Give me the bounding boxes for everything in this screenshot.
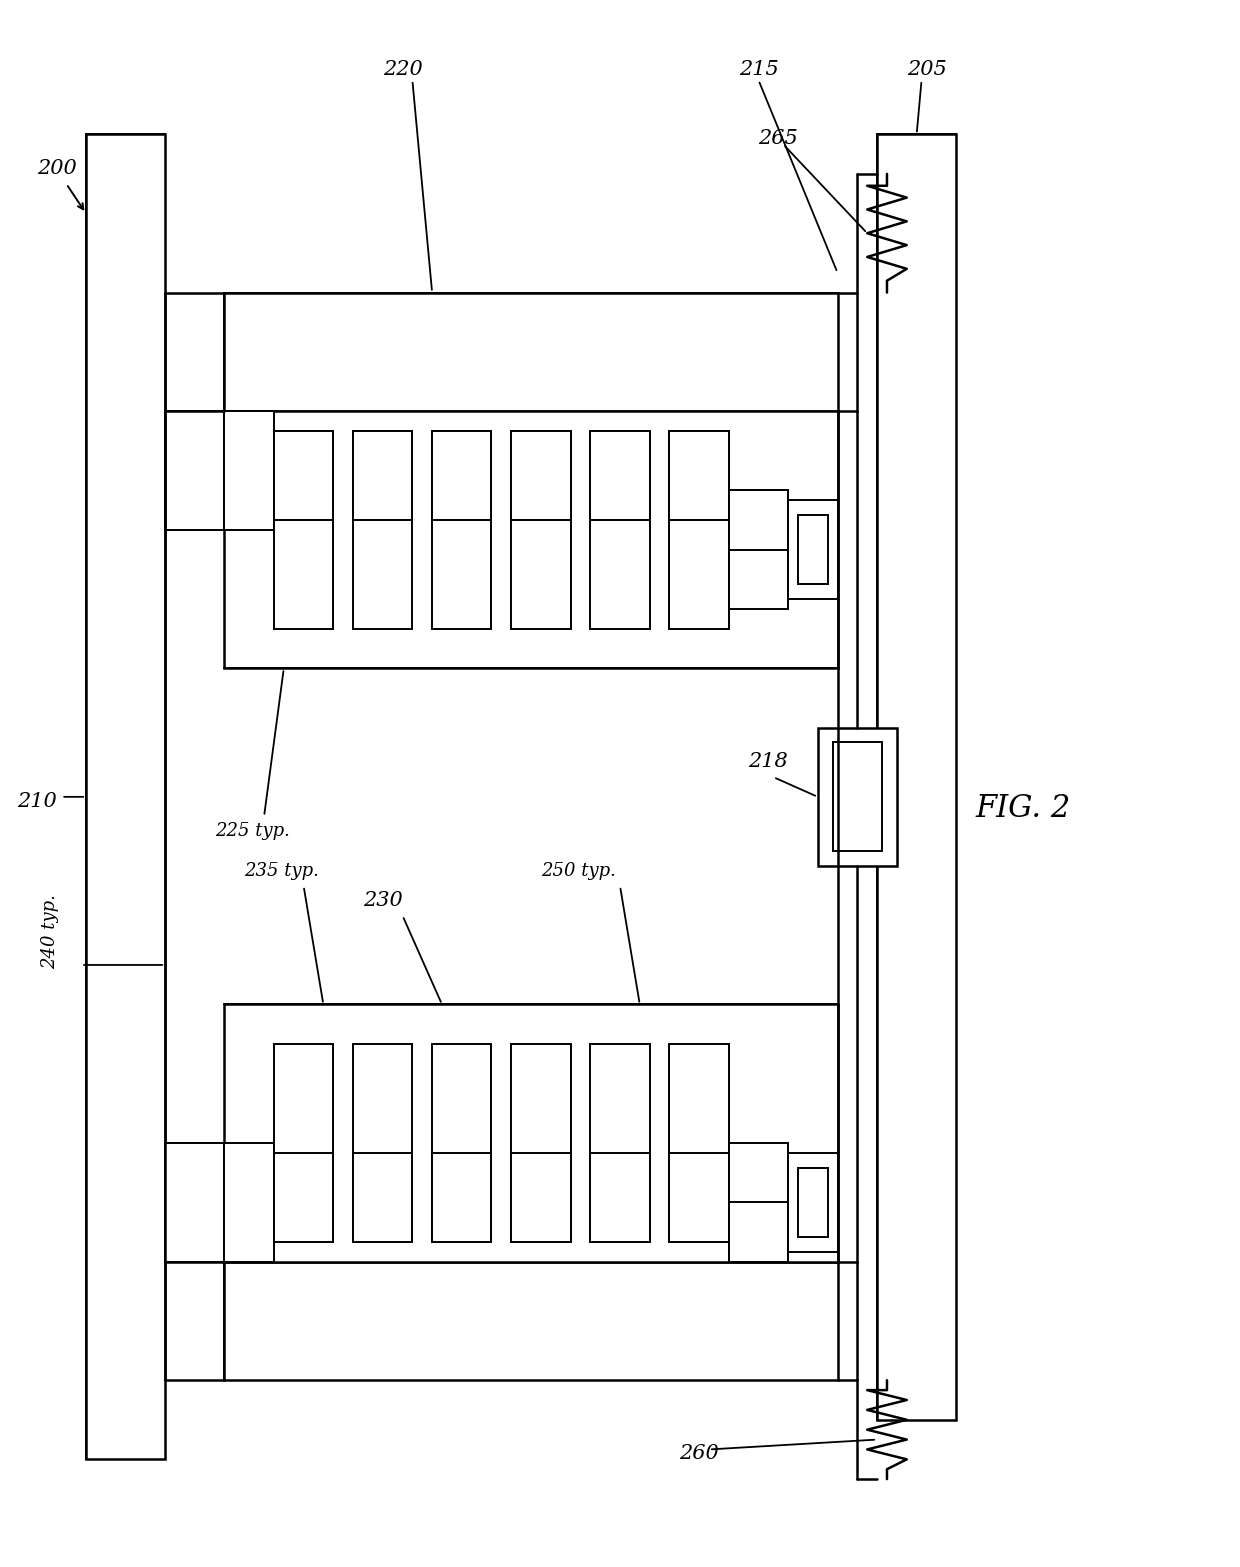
Bar xyxy=(590,1153,650,1241)
Bar xyxy=(224,293,837,411)
Bar xyxy=(165,1142,224,1261)
Bar xyxy=(670,1044,729,1241)
Bar xyxy=(670,431,729,520)
Bar xyxy=(353,431,413,628)
Text: 240 typ.: 240 typ. xyxy=(42,895,60,968)
Bar xyxy=(511,1153,570,1241)
Text: 260: 260 xyxy=(680,1445,719,1464)
Bar xyxy=(799,516,827,584)
Bar xyxy=(432,1153,491,1241)
Bar xyxy=(432,431,491,520)
Text: FIG. 2: FIG. 2 xyxy=(976,793,1071,824)
Text: 265: 265 xyxy=(759,128,799,149)
Bar xyxy=(224,1004,837,1261)
Text: 210: 210 xyxy=(17,791,57,810)
Bar xyxy=(511,1153,570,1241)
Text: 220: 220 xyxy=(383,60,423,78)
Bar xyxy=(353,1153,413,1241)
Bar xyxy=(590,1153,650,1241)
Bar xyxy=(817,727,897,867)
Bar xyxy=(224,411,837,668)
Text: 230: 230 xyxy=(363,890,403,909)
Bar xyxy=(224,411,274,530)
Text: 200: 200 xyxy=(37,158,77,179)
Bar xyxy=(274,431,334,520)
Bar xyxy=(590,431,650,520)
Bar xyxy=(432,1153,491,1241)
Bar xyxy=(670,1153,729,1241)
Bar xyxy=(511,431,570,520)
Text: 235 typ.: 235 typ. xyxy=(244,862,319,881)
Bar xyxy=(165,411,224,530)
Bar xyxy=(432,1044,491,1241)
Bar xyxy=(511,431,570,628)
Bar xyxy=(511,431,570,520)
Bar xyxy=(877,135,956,1420)
Bar xyxy=(729,1202,789,1261)
Bar xyxy=(165,1142,224,1261)
Bar xyxy=(729,490,789,610)
Bar xyxy=(729,490,789,550)
Bar xyxy=(274,1153,334,1241)
Bar xyxy=(86,135,165,1459)
Bar xyxy=(789,500,837,599)
Bar xyxy=(877,135,956,1420)
Bar xyxy=(353,1044,413,1241)
Bar xyxy=(224,1142,274,1261)
Bar xyxy=(590,431,650,520)
Bar xyxy=(789,1153,837,1252)
Text: 215: 215 xyxy=(739,60,779,78)
Bar xyxy=(224,411,274,530)
Bar xyxy=(274,1044,334,1241)
Bar xyxy=(670,431,729,520)
Bar xyxy=(86,135,165,1459)
Bar xyxy=(670,1153,729,1241)
Bar xyxy=(224,1261,837,1381)
Bar xyxy=(832,743,882,851)
Bar xyxy=(432,431,491,520)
Bar xyxy=(274,431,334,628)
Bar xyxy=(274,1153,334,1241)
Bar xyxy=(353,431,413,520)
Bar xyxy=(511,1044,570,1241)
Bar xyxy=(274,431,334,520)
Bar xyxy=(590,1044,650,1241)
Bar xyxy=(729,1202,789,1261)
Bar xyxy=(590,431,650,628)
Bar xyxy=(729,490,789,550)
Bar xyxy=(670,431,729,628)
Bar xyxy=(224,1261,837,1381)
Text: 205: 205 xyxy=(906,60,946,78)
Bar xyxy=(353,431,413,520)
Text: 225 typ.: 225 typ. xyxy=(215,823,289,840)
Text: 218: 218 xyxy=(749,752,789,771)
Bar xyxy=(224,1142,274,1261)
Bar xyxy=(432,431,491,628)
Bar xyxy=(165,411,224,530)
Bar xyxy=(729,1142,789,1261)
Bar xyxy=(353,1153,413,1241)
Bar xyxy=(224,293,837,411)
Text: 250 typ.: 250 typ. xyxy=(541,862,616,881)
Bar xyxy=(799,1167,827,1236)
